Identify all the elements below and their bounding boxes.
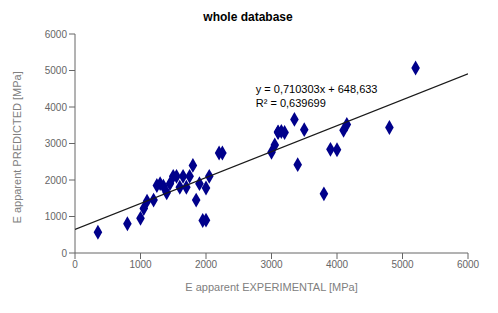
svg-text:4000: 4000 <box>45 102 68 113</box>
svg-text:3000: 3000 <box>45 138 68 149</box>
svg-text:E apparent EXPERIMENTAL [MPa]: E apparent EXPERIMENTAL [MPa] <box>185 281 357 293</box>
svg-text:6000: 6000 <box>457 259 480 270</box>
svg-text:5000: 5000 <box>391 259 414 270</box>
svg-text:2000: 2000 <box>195 259 218 270</box>
html-text:R² = 0,639699: R² = 0,639699 <box>255 97 326 110</box>
svg-text:2000: 2000 <box>45 175 68 186</box>
svg-text:0: 0 <box>61 248 67 259</box>
html-text:whole database: whole database <box>203 10 293 24</box>
svg-text:1000: 1000 <box>129 259 152 270</box>
svg-text:1000: 1000 <box>45 211 68 222</box>
svg-text:0: 0 <box>72 259 78 270</box>
html-text:y = 0,710303x + 648,633: y = 0,710303x + 648,633 <box>255 83 378 96</box>
svg-text:4000: 4000 <box>326 259 349 270</box>
svg-text:6000: 6000 <box>45 29 68 40</box>
svg-text:E apparent PREDICTED [MPa]: E apparent PREDICTED [MPa] <box>11 71 23 223</box>
svg-text:3000: 3000 <box>260 259 283 270</box>
svg-text:5000: 5000 <box>45 65 68 76</box>
